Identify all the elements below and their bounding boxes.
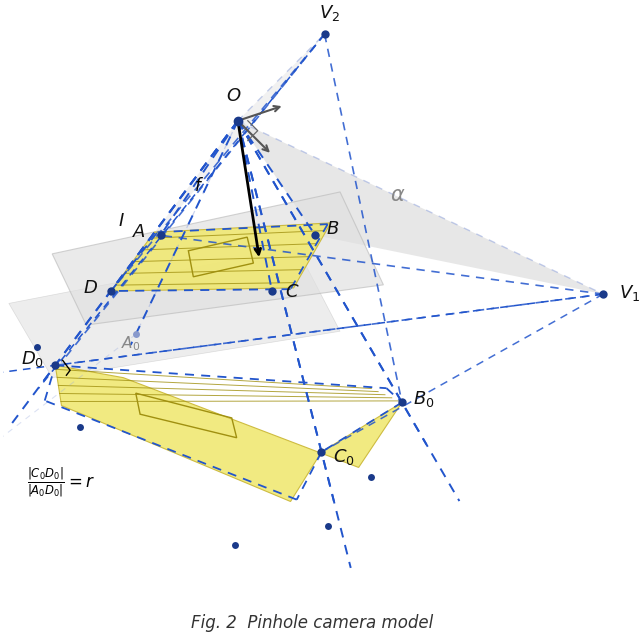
Text: f: f <box>195 177 200 195</box>
Polygon shape <box>111 34 324 291</box>
Polygon shape <box>111 223 331 291</box>
Text: $B_0$: $B_0$ <box>413 389 435 410</box>
Text: I: I <box>118 212 124 230</box>
Text: $\frac{|C_0 D_0|}{|A_0 D_0|}= r$: $\frac{|C_0 D_0|}{|A_0 D_0|}= r$ <box>28 466 95 500</box>
Text: $D_0$: $D_0$ <box>21 349 44 369</box>
Text: $A_0$: $A_0$ <box>121 334 141 353</box>
Text: Fig. 2  Pinhole camera model: Fig. 2 Pinhole camera model <box>191 614 433 632</box>
Text: C: C <box>285 283 298 301</box>
Polygon shape <box>9 247 340 378</box>
Text: $C_0$: $C_0$ <box>333 447 355 467</box>
Polygon shape <box>52 192 383 325</box>
Polygon shape <box>55 365 402 502</box>
Text: D: D <box>83 279 97 297</box>
Text: O: O <box>226 87 240 106</box>
Text: $\alpha$: $\alpha$ <box>390 185 405 205</box>
Text: B: B <box>326 220 339 238</box>
Text: $V_1$: $V_1$ <box>619 283 640 303</box>
Text: $V_2$: $V_2$ <box>319 3 340 23</box>
Polygon shape <box>238 121 603 294</box>
Text: A: A <box>132 223 145 241</box>
